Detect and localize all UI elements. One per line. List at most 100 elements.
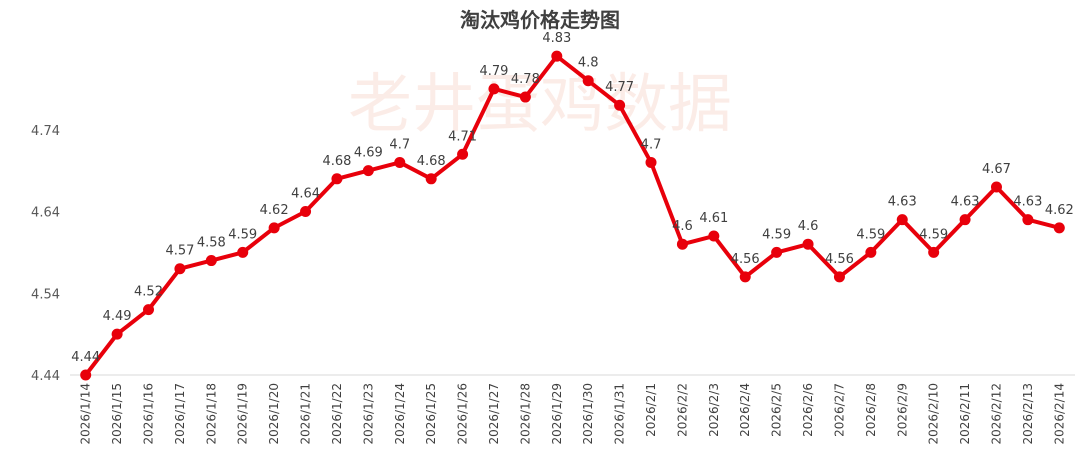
x-tick-label: 2026/2/13 (1021, 383, 1035, 445)
data-point (205, 255, 217, 267)
data-label: 4.63 (951, 195, 980, 210)
data-label: 4.78 (511, 72, 540, 87)
data-label: 4.56 (731, 252, 760, 267)
y-tick-label: 4.74 (31, 124, 60, 139)
data-point (143, 304, 155, 316)
x-tick-label: 2026/1/30 (581, 383, 595, 445)
data-label: 4.64 (291, 187, 320, 202)
data-point (1022, 214, 1034, 226)
data-label: 4.63 (888, 195, 917, 210)
data-point (614, 99, 626, 111)
x-tick-label: 2026/1/17 (173, 383, 187, 445)
x-tick-label: 2026/1/28 (518, 383, 532, 445)
data-point (80, 369, 92, 381)
data-point (928, 246, 940, 258)
x-tick-label: 2026/1/31 (613, 383, 627, 445)
x-tick-label: 2026/1/20 (267, 383, 281, 445)
data-point (457, 148, 469, 160)
data-point (268, 222, 280, 234)
x-tick-label: 2026/2/10 (927, 383, 941, 445)
x-tick-label: 2026/1/18 (204, 383, 218, 445)
data-point (174, 263, 186, 275)
x-tick-label: 2026/2/11 (958, 383, 972, 445)
data-label: 4.71 (448, 129, 477, 144)
data-label: 4.77 (605, 80, 634, 95)
data-label: 4.59 (762, 227, 791, 242)
x-tick-label: 2026/1/29 (550, 383, 564, 445)
data-point (959, 214, 971, 226)
y-tick-label: 4.54 (31, 287, 60, 302)
x-tick-label: 2026/1/23 (361, 383, 375, 445)
x-tick-label: 2026/1/16 (142, 383, 156, 445)
data-point (645, 156, 657, 168)
x-tick-label: 2026/2/3 (707, 383, 721, 437)
chart-title: 淘汰鸡价格走势图 (460, 8, 620, 32)
data-label: 4.69 (354, 146, 383, 161)
data-point (425, 173, 437, 185)
data-label: 4.59 (228, 227, 257, 242)
data-point (896, 214, 908, 226)
data-label: 4.8 (578, 56, 599, 71)
data-label: 4.62 (1045, 203, 1074, 218)
y-tick-label: 4.44 (31, 369, 60, 384)
data-label: 4.58 (197, 236, 226, 251)
data-label: 4.6 (672, 219, 693, 234)
data-label: 4.62 (260, 203, 289, 218)
data-point (802, 238, 814, 250)
data-point (111, 328, 123, 340)
x-tick-label: 2026/2/9 (895, 383, 909, 437)
data-label: 4.59 (919, 227, 948, 242)
data-point (865, 246, 877, 258)
data-label: 4.63 (1013, 195, 1042, 210)
data-point (771, 246, 783, 258)
y-tick-label: 4.64 (31, 206, 60, 221)
x-tick-label: 2026/2/7 (832, 383, 846, 437)
x-tick-label: 2026/1/22 (330, 383, 344, 445)
data-point (708, 230, 720, 242)
data-label: 4.6 (798, 219, 819, 234)
data-point (739, 271, 751, 283)
data-point (833, 271, 845, 283)
data-point (519, 91, 531, 103)
x-tick-label: 2026/1/25 (424, 383, 438, 445)
data-label: 4.67 (982, 162, 1011, 177)
data-label: 4.68 (417, 154, 446, 169)
x-tick-label: 2026/1/14 (79, 383, 93, 445)
x-axis-ticks: 2026/1/14 2026/1/15 2026/1/16 2026/1/17 2026… (79, 383, 1067, 445)
x-tick-label: 2026/1/26 (456, 383, 470, 445)
series-line (83, 54, 1062, 377)
data-label: 4.57 (165, 244, 194, 259)
x-tick-label: 2026/1/19 (236, 383, 250, 445)
x-tick-label: 2026/2/6 (801, 383, 815, 437)
data-label: 4.59 (856, 227, 885, 242)
data-labels: 4.444.494.524.574.584.594.624.644.684.69… (71, 31, 1074, 365)
x-tick-label: 2026/1/27 (487, 383, 501, 445)
data-point (582, 75, 594, 87)
x-tick-label: 2026/2/8 (864, 383, 878, 437)
data-label: 4.52 (134, 285, 163, 300)
x-tick-label: 2026/2/1 (644, 383, 658, 437)
data-point (990, 181, 1002, 193)
data-point (237, 246, 249, 258)
data-point (551, 50, 563, 62)
data-label: 4.56 (825, 252, 854, 267)
data-points (80, 50, 1065, 381)
data-label: 4.61 (699, 211, 728, 226)
data-label: 4.68 (322, 154, 351, 169)
data-point (1053, 222, 1065, 234)
data-point (362, 165, 374, 177)
data-label: 4.44 (71, 350, 100, 365)
data-label: 4.49 (103, 309, 132, 324)
data-point (394, 156, 406, 168)
x-tick-label: 2026/2/4 (738, 383, 752, 437)
x-tick-label: 2026/2/2 (675, 383, 689, 437)
data-label: 4.83 (542, 31, 571, 46)
data-label: 4.7 (389, 137, 410, 152)
data-point (300, 206, 312, 217)
data-point (488, 83, 500, 95)
x-tick-label: 2026/2/14 (1052, 383, 1066, 445)
data-point (676, 238, 688, 250)
y-axis-ticks: 4.44 4.54 4.64 4.74 (31, 124, 60, 384)
data-label: 4.7 (641, 137, 662, 152)
